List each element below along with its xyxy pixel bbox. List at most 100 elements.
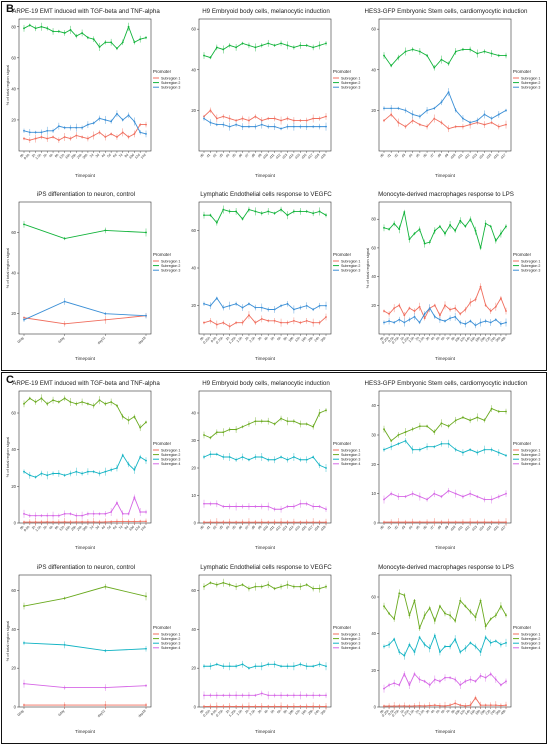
- x-tick-label: 10h: [454, 709, 461, 716]
- data-point: [34, 27, 37, 30]
- data-point: [104, 521, 107, 523]
- legend-entry: Subregion 3: [341, 269, 360, 273]
- data-point: [462, 48, 464, 51]
- data-point: [75, 134, 78, 137]
- data-point: [459, 219, 462, 222]
- data-point: [426, 425, 428, 428]
- data-point: [63, 474, 66, 477]
- data-point: [260, 585, 263, 588]
- data-point: [28, 474, 31, 477]
- y-axis-label: % of total region signal: [5, 248, 10, 289]
- data-point: [447, 62, 450, 65]
- x-tick-label: d8: [437, 153, 443, 159]
- data-point: [267, 458, 270, 461]
- data-point: [469, 492, 472, 495]
- data-point: [81, 401, 83, 403]
- data-point: [133, 496, 136, 499]
- legend-entry: Subregion 2: [161, 264, 180, 268]
- legend-entry: Subregion 4: [161, 646, 180, 650]
- data-point: [459, 599, 462, 602]
- data-point: [104, 119, 107, 121]
- plot-area: [198, 574, 332, 708]
- data-point: [397, 56, 400, 59]
- plot-area: [198, 201, 332, 335]
- data-point: [423, 643, 426, 646]
- data-point: [28, 521, 31, 523]
- data-point: [418, 305, 421, 308]
- y-tick-label: 20: [191, 303, 196, 308]
- data-point: [260, 44, 263, 47]
- data-point: [222, 505, 225, 508]
- x-tick-label: 7d: [118, 153, 124, 159]
- data-point: [325, 665, 327, 668]
- legend-entry: Subregion 2: [341, 81, 360, 85]
- data-point: [241, 306, 244, 309]
- data-point: [408, 307, 411, 310]
- data-point: [449, 676, 451, 679]
- data-point: [479, 674, 482, 677]
- x-tick-label: 10h: [454, 336, 461, 343]
- data-point: [494, 305, 497, 308]
- data-point: [228, 428, 231, 431]
- panel-c-label: C: [6, 374, 14, 386]
- series-line: [23, 642, 147, 652]
- chart-5: Monocyte-derived macrophages response to…: [365, 191, 540, 361]
- data-point: [81, 472, 83, 475]
- y-tick-label: 0: [194, 705, 197, 710]
- series-line: [23, 124, 146, 141]
- data-point: [209, 453, 212, 456]
- data-point: [260, 212, 263, 215]
- x-tick-label: 5d: [106, 153, 112, 159]
- data-point: [433, 492, 436, 495]
- data-point: [444, 645, 446, 648]
- data-point: [299, 125, 302, 128]
- x-tick-label: 36h: [320, 336, 327, 343]
- data-point: [260, 665, 263, 668]
- data-point: [215, 46, 218, 49]
- data-point: [286, 302, 289, 305]
- x-tick-label: 0.75h: [391, 336, 400, 345]
- data-point: [75, 402, 78, 405]
- data-point: [209, 521, 212, 524]
- data-point: [235, 302, 238, 305]
- data-point: [254, 585, 257, 588]
- data-point: [418, 521, 421, 524]
- data-point: [87, 36, 89, 39]
- x-tick-label: d7: [244, 525, 250, 531]
- data-point: [489, 641, 492, 644]
- data-point: [222, 48, 225, 51]
- data-point: [280, 521, 282, 524]
- data-point: [57, 521, 60, 523]
- data-point: [260, 505, 263, 508]
- plot-area: [18, 201, 152, 335]
- data-point: [444, 304, 446, 307]
- data-point: [273, 521, 276, 524]
- data-point: [388, 705, 390, 707]
- x-tick-label: d3: [218, 153, 224, 159]
- data-point: [459, 313, 462, 315]
- data-point: [469, 48, 472, 51]
- y-tick-label: 30: [191, 438, 196, 443]
- data-point: [433, 229, 436, 232]
- data-point: [127, 419, 130, 422]
- data-point: [418, 115, 421, 118]
- data-point: [433, 704, 436, 707]
- data-point: [110, 511, 113, 513]
- data-point: [280, 508, 282, 511]
- data-point: [63, 704, 66, 706]
- data-point: [318, 117, 321, 120]
- y-tick-label: 0: [194, 521, 197, 526]
- data-point: [490, 52, 493, 55]
- data-point: [393, 705, 396, 707]
- data-point: [428, 607, 431, 609]
- x-tick-label: 24h: [313, 336, 320, 343]
- data-point: [449, 308, 451, 311]
- chart-title: HES3-GFP Embryonic Stem cells, cardiomyo…: [365, 380, 528, 387]
- data-point: [497, 125, 500, 128]
- data-point: [116, 47, 118, 50]
- data-point: [145, 314, 147, 317]
- x-tick-label: 1.5h: [408, 709, 416, 717]
- chart-1: H9 Embryoid body cells, melanocytic indu…: [191, 8, 360, 178]
- data-point: [318, 505, 321, 508]
- x-axis-label: Timepoint: [435, 356, 456, 361]
